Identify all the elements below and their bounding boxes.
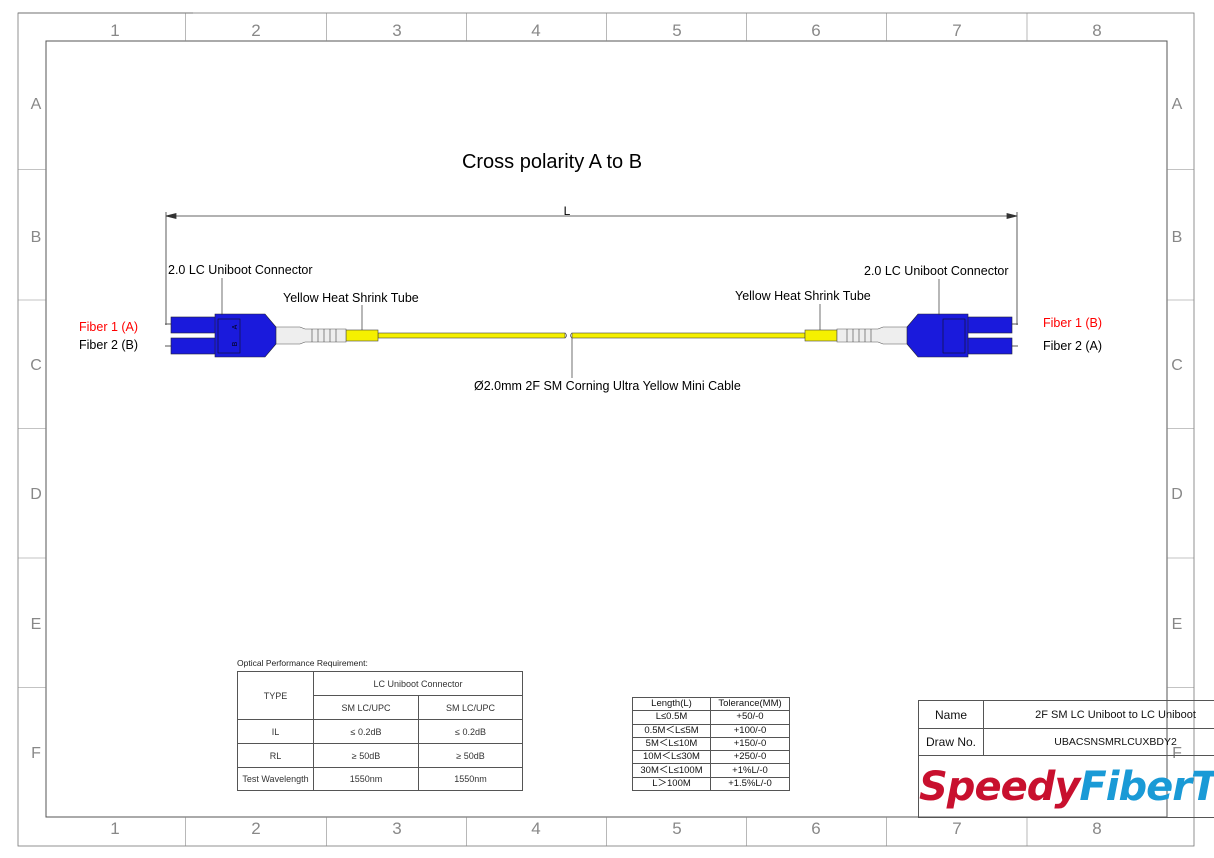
cable-left-segment [377, 332, 566, 339]
column-marker: 5 [672, 21, 681, 40]
cable-right-segment [571, 332, 806, 339]
plug-left-1 [170, 316, 220, 334]
outer-frame [17, 12, 1195, 847]
title-block: Name 2F SM LC Uniboot to LC Uniboot Draw … [917, 700, 1214, 818]
left-fiber1-label: Fiber 1 (A) [79, 320, 138, 334]
row-marker: F [31, 745, 41, 762]
column-marker: 1 [110, 21, 119, 40]
row-marker: C [1171, 357, 1183, 374]
row-marker: B [31, 229, 42, 246]
boot-left [274, 326, 347, 345]
left-heat-shrink-label: Yellow Heat Shrink Tube [283, 291, 419, 305]
sub-header: SM LC/UPC [418, 695, 523, 720]
table-row: L＞100M +1.5%L/-0 [632, 776, 790, 792]
optical-performance-table: TYPE LC Uniboot Connector SM LC/UPC SM LC/… [237, 671, 523, 791]
column-marker: 8 [1092, 21, 1101, 40]
name-value: 2F SM LC Uniboot to LC Uniboot [982, 700, 1214, 729]
column-marker: 1 [110, 819, 119, 838]
row-marker: D [1171, 486, 1183, 503]
column-marker: 4 [531, 21, 540, 40]
left-connector-assembly: A B [165, 313, 566, 358]
plug-left-2 [170, 337, 220, 355]
dimension-label: L [564, 204, 571, 218]
dimension-L [165, 212, 1018, 325]
table-row: IL ≤ 0.2dB ≤ 0.2dB [237, 719, 523, 744]
svg-text:B: B [232, 341, 239, 346]
group-header: LC Uniboot Connector [313, 671, 523, 696]
left-connector-label: 2.0 LC Uniboot Connector [168, 263, 313, 277]
column-marker: 3 [392, 819, 401, 838]
table-row: 30M＜L≤100M +1%L/-0 [632, 763, 790, 778]
cable-break-symbol [564, 332, 573, 339]
row-marker: E [31, 616, 42, 633]
row-marker: E [1172, 616, 1183, 633]
logo: SpeedyFiberTX [917, 755, 1214, 818]
column-marker: 6 [811, 21, 820, 40]
tolerance-header: Tolerance(MM) [710, 696, 790, 712]
row-marker: D [30, 486, 42, 503]
length-header: Length(L) [632, 696, 711, 712]
right-connector-assembly [571, 313, 1018, 358]
left-fiber2-label: Fiber 2 (B) [79, 338, 138, 352]
housing-left [214, 313, 277, 358]
name-label: Name [918, 700, 984, 729]
svg-text:A: A [232, 324, 239, 329]
right-fiber1-label: Fiber 1 (B) [1043, 316, 1102, 330]
table-row: Test Wavelength 1550nm 1550nm [237, 767, 523, 791]
row-marker: A [1172, 96, 1183, 113]
column-marker: 4 [531, 819, 540, 838]
column-marker: 7 [952, 819, 961, 838]
table-row: RL ≥ 50dB ≥ 50dB [237, 743, 523, 768]
type-header: TYPE [237, 671, 314, 720]
optical-caption: Optical Performance Requirement: [237, 658, 368, 668]
column-marker: 2 [251, 21, 260, 40]
row-marker: C [30, 357, 42, 374]
drawno-label: Draw No. [918, 728, 984, 756]
table-row: L≤0.5M +50/-0 [632, 710, 790, 725]
leader-lines [221, 278, 940, 378]
table-row: 10M＜L≤30M +250/-0 [632, 750, 790, 765]
table-row: 0.5M＜L≤5M +100/-0 [632, 723, 790, 738]
cable-label: Ø2.0mm 2F SM Corning Ultra Yellow Mini C… [474, 379, 741, 393]
right-connector-label: 2.0 LC Uniboot Connector [864, 264, 1009, 278]
sub-header: SM LC/UPC [313, 695, 419, 720]
column-marker: 3 [392, 21, 401, 40]
right-fiber2-label: Fiber 2 (A) [1043, 339, 1102, 353]
column-marker: 7 [952, 21, 961, 40]
heat-shrink-left [345, 329, 379, 342]
row-marker: B [1172, 229, 1183, 246]
column-marker: 2 [251, 819, 260, 838]
drawno-value: UBACSNSMRLCUXBDY2 [982, 728, 1214, 756]
length-tolerance-table: Length(L) Tolerance(MM) L≤0.5M +50/-0 0.5M… [632, 696, 790, 792]
column-marker: 5 [672, 819, 681, 838]
page-title: Cross polarity A to B [462, 151, 642, 173]
right-heat-shrink-label: Yellow Heat Shrink Tube [735, 289, 871, 303]
table-row: 5M＜L≤10M +150/-0 [632, 736, 790, 752]
row-marker: A [31, 96, 42, 113]
column-marker: 6 [811, 819, 820, 838]
column-marker: 8 [1092, 819, 1101, 838]
